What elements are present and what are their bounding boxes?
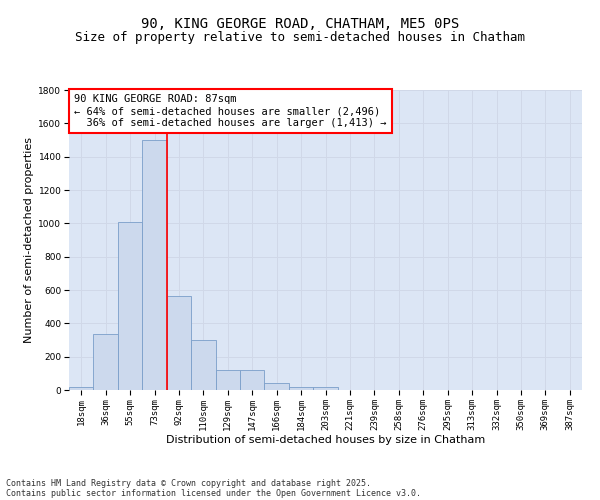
Bar (215, 370, 240, 390)
Y-axis label: Number of semi-detached properties: Number of semi-detached properties (24, 137, 34, 343)
Text: Contains HM Land Registry data © Crown copyright and database right 2025.: Contains HM Land Registry data © Crown c… (6, 478, 371, 488)
Text: 90 KING GEORGE ROAD: 87sqm
← 64% of semi-detached houses are smaller (2,496)
  3: 90 KING GEORGE ROAD: 87sqm ← 64% of semi… (74, 94, 386, 128)
Bar (142, 140, 167, 390)
Bar (289, 386, 313, 390)
Bar (240, 370, 265, 390)
Bar (265, 384, 289, 390)
Bar (118, 222, 142, 390)
Text: 90, KING GEORGE ROAD, CHATHAM, ME5 0PS: 90, KING GEORGE ROAD, CHATHAM, ME5 0PS (141, 18, 459, 32)
Text: Contains public sector information licensed under the Open Government Licence v3: Contains public sector information licen… (6, 488, 421, 498)
Bar (167, 296, 191, 390)
Bar (313, 386, 338, 390)
Bar (69, 386, 94, 390)
Text: Size of property relative to semi-detached houses in Chatham: Size of property relative to semi-detach… (75, 31, 525, 44)
X-axis label: Distribution of semi-detached houses by size in Chatham: Distribution of semi-detached houses by … (166, 436, 485, 446)
Bar (94, 334, 118, 390)
Bar (191, 340, 215, 390)
